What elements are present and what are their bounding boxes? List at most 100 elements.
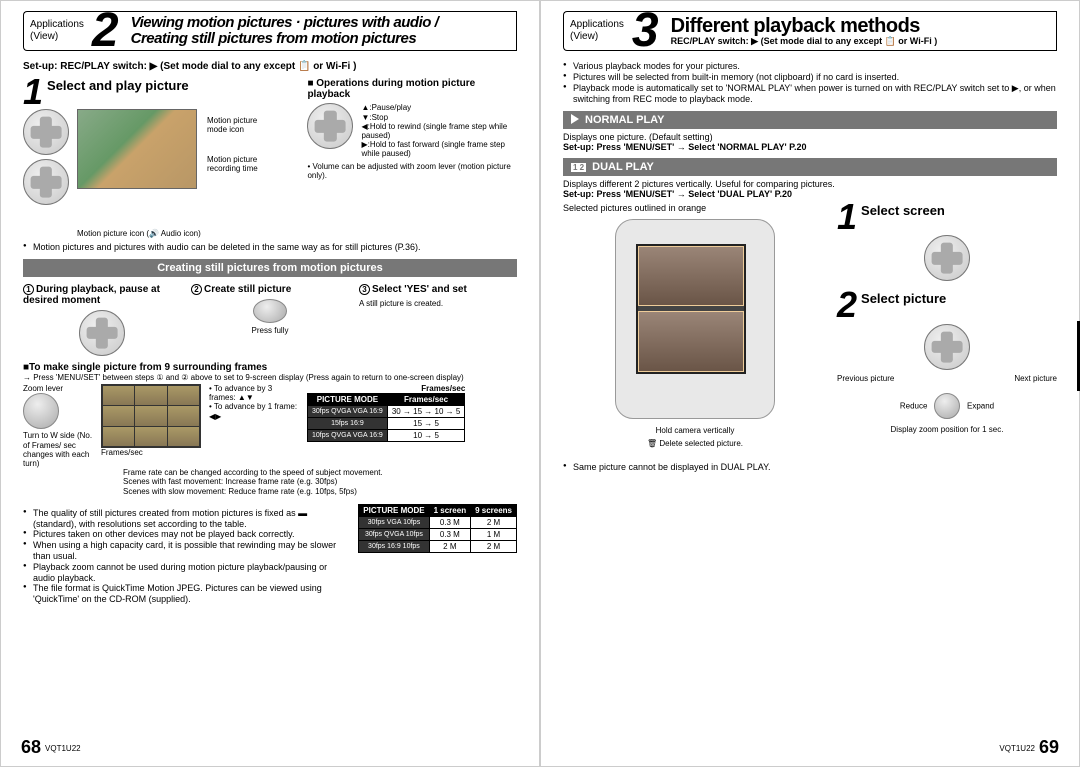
title-right: Different playback methods: [671, 16, 1050, 37]
title-main-left: Viewing motion pictures · pictures with …: [125, 11, 517, 51]
vol-note: Volume can be adjusted with zoom lever (…: [307, 162, 510, 180]
page-number-left: 68VQT1U22: [21, 737, 85, 758]
dual-icon: 1 2: [571, 163, 586, 172]
c1: During playback, pause at desired moment: [23, 284, 160, 306]
app-text-1: Applications: [30, 19, 84, 31]
adv1: To advance by 1 frame: ◀▶: [209, 402, 297, 420]
td: 2 M: [471, 540, 517, 552]
next-label: Next picture: [1014, 374, 1057, 383]
section-number-3: 3: [630, 11, 665, 51]
c3b: A still picture is created.: [359, 299, 517, 308]
page-69: Applications (View) 3 Different playback…: [540, 0, 1080, 767]
nine-head: ■To make single picture from 9 surroundi…: [23, 362, 517, 373]
note: The quality of still pictures created fr…: [23, 508, 350, 530]
dpad-icon: [924, 324, 970, 370]
td: 10 → 5: [387, 430, 464, 442]
normal-play-bar: NORMAL PLAY: [563, 111, 1057, 129]
play-icon: [571, 114, 579, 124]
fps-table: PICTURE MODEFrames/sec 30fps QVGA VGA 16…: [307, 393, 465, 442]
fsec-label: Frames/sec: [101, 448, 201, 457]
camera-illustration: [615, 219, 775, 419]
th: PICTURE MODE: [308, 394, 388, 406]
dpad-icon: [307, 103, 353, 149]
sel-outline: Selected pictures outlined in orange: [563, 203, 827, 213]
normal-line2: Set-up: Press 'MENU/SET' → Select 'NORMA…: [563, 142, 1057, 152]
td: 0.3 M: [429, 516, 470, 528]
delete-note: Motion pictures and pictures with audio …: [23, 242, 517, 253]
press-fully: Press fully: [191, 326, 349, 335]
dpad-icon: [924, 235, 970, 281]
dual-line2: Set-up: Press 'MENU/SET' → Select 'DUAL …: [563, 189, 1057, 199]
app-text-2: (View): [570, 31, 624, 43]
op-item: ▼:Stop: [361, 113, 517, 122]
step1-head: 1 Select and play picture: [23, 78, 295, 107]
doc-code: VQT1U22: [999, 744, 1035, 753]
three-steps: 1During playback, pause at desired momen…: [23, 284, 517, 356]
title-row-right: Applications (View) 3 Different playback…: [563, 11, 1057, 51]
th: PICTURE MODE: [359, 504, 429, 516]
dpad-icon: [23, 159, 69, 205]
turn-label: Turn to W side (No. of Frames/ sec chang…: [23, 431, 93, 468]
res-table: PICTURE MODE1 screen9 screens 30fps VGA …: [358, 504, 517, 553]
dual-play-bar: 1 2 DUAL PLAY: [563, 158, 1057, 176]
prev-label: Previous picture: [837, 374, 894, 383]
zoom-pos: Display zoom position for 1 sec.: [837, 425, 1057, 434]
normal-bar-text: NORMAL PLAY: [585, 114, 664, 126]
note: The file format is QuickTime Motion JPEG…: [23, 583, 350, 605]
note: Playback zoom cannot be used during moti…: [23, 562, 350, 584]
dual-bar-text: DUAL PLAY: [592, 161, 654, 173]
camera-screen-icon: [636, 244, 746, 374]
op-item: ▶:Hold to fast forward (single frame ste…: [361, 140, 517, 158]
td: 15 → 5: [387, 418, 464, 430]
section-number-2: 2: [90, 11, 125, 51]
setup-line-left: Set-up: REC/PLAY switch: ▶ (Set mode dia…: [23, 61, 517, 72]
icon-line-label: Motion picture icon (🔊 Audio icon): [77, 229, 201, 238]
shutter-icon: [253, 299, 287, 323]
th: 1 screen: [429, 504, 470, 516]
dpad-icon: [79, 310, 125, 356]
ops-heading: ■ Operations during motion picture playb…: [307, 78, 517, 100]
reduce-label: Reduce: [900, 402, 928, 411]
th: 9 screens: [471, 504, 517, 516]
title-line2: Creating still pictures from motion pict…: [131, 31, 510, 47]
same-note: Same picture cannot be displayed in DUAL…: [563, 462, 1057, 473]
td: 2 M: [429, 540, 470, 552]
pn: 68: [21, 737, 41, 757]
op-item: ▲:Pause/play: [361, 103, 517, 112]
rate-note2: Scenes with fast movement: Increase fram…: [123, 477, 517, 486]
nine-grid-icon: [101, 384, 201, 448]
applications-label: Applications (View): [563, 11, 630, 51]
del-label: Delete selected picture.: [659, 439, 743, 448]
td: 0.3 M: [429, 528, 470, 540]
step1-row: 1 Select and play picture Motion picture…: [23, 78, 517, 238]
note: Pictures taken on other devices may not …: [23, 529, 350, 540]
td: 1 M: [471, 528, 517, 540]
rectime-label: Motion picture recording time: [207, 155, 267, 173]
s2: Select picture: [861, 291, 946, 306]
creating-bar: Creating still pictures from motion pict…: [23, 259, 517, 277]
hold-label: Hold camera vertically: [563, 426, 827, 435]
td: 2 M: [471, 516, 517, 528]
pn: 69: [1039, 737, 1059, 757]
nine-body: → Press 'MENU/SET' between steps ① and ②…: [23, 373, 517, 382]
step1-num: 1: [23, 78, 43, 107]
mode-icon-label: Motion picture mode icon: [207, 116, 267, 134]
td: 30 → 15 → 10 → 5: [387, 406, 464, 418]
app-text-2: (View): [30, 31, 84, 43]
adv3: To advance by 3 frames: ▲▼: [209, 384, 272, 402]
intro-1: Various playback modes for your pictures…: [563, 61, 1057, 72]
step1-title: Select and play picture: [47, 78, 189, 93]
intro-2: Pictures will be selected from built-in …: [563, 72, 1057, 83]
zoom-label: Zoom lever: [23, 384, 93, 393]
th: Frames/sec: [387, 394, 464, 406]
zoom-lever-icon: [934, 393, 960, 419]
page-number-right: VQT1U22 69: [995, 737, 1059, 758]
normal-line1: Displays one picture. (Default setting): [563, 132, 1057, 142]
app-text-1: Applications: [570, 19, 624, 31]
applications-label: Applications (View): [23, 11, 90, 51]
title-main-right: Different playback methods REC/PLAY swit…: [665, 11, 1057, 51]
title-row-left: Applications (View) 2 Viewing motion pic…: [23, 11, 517, 51]
s1: Select screen: [861, 203, 945, 218]
c3: Select 'YES' and set: [372, 284, 467, 295]
rate-note3: Scenes with slow movement: Reduce frame …: [123, 487, 517, 496]
